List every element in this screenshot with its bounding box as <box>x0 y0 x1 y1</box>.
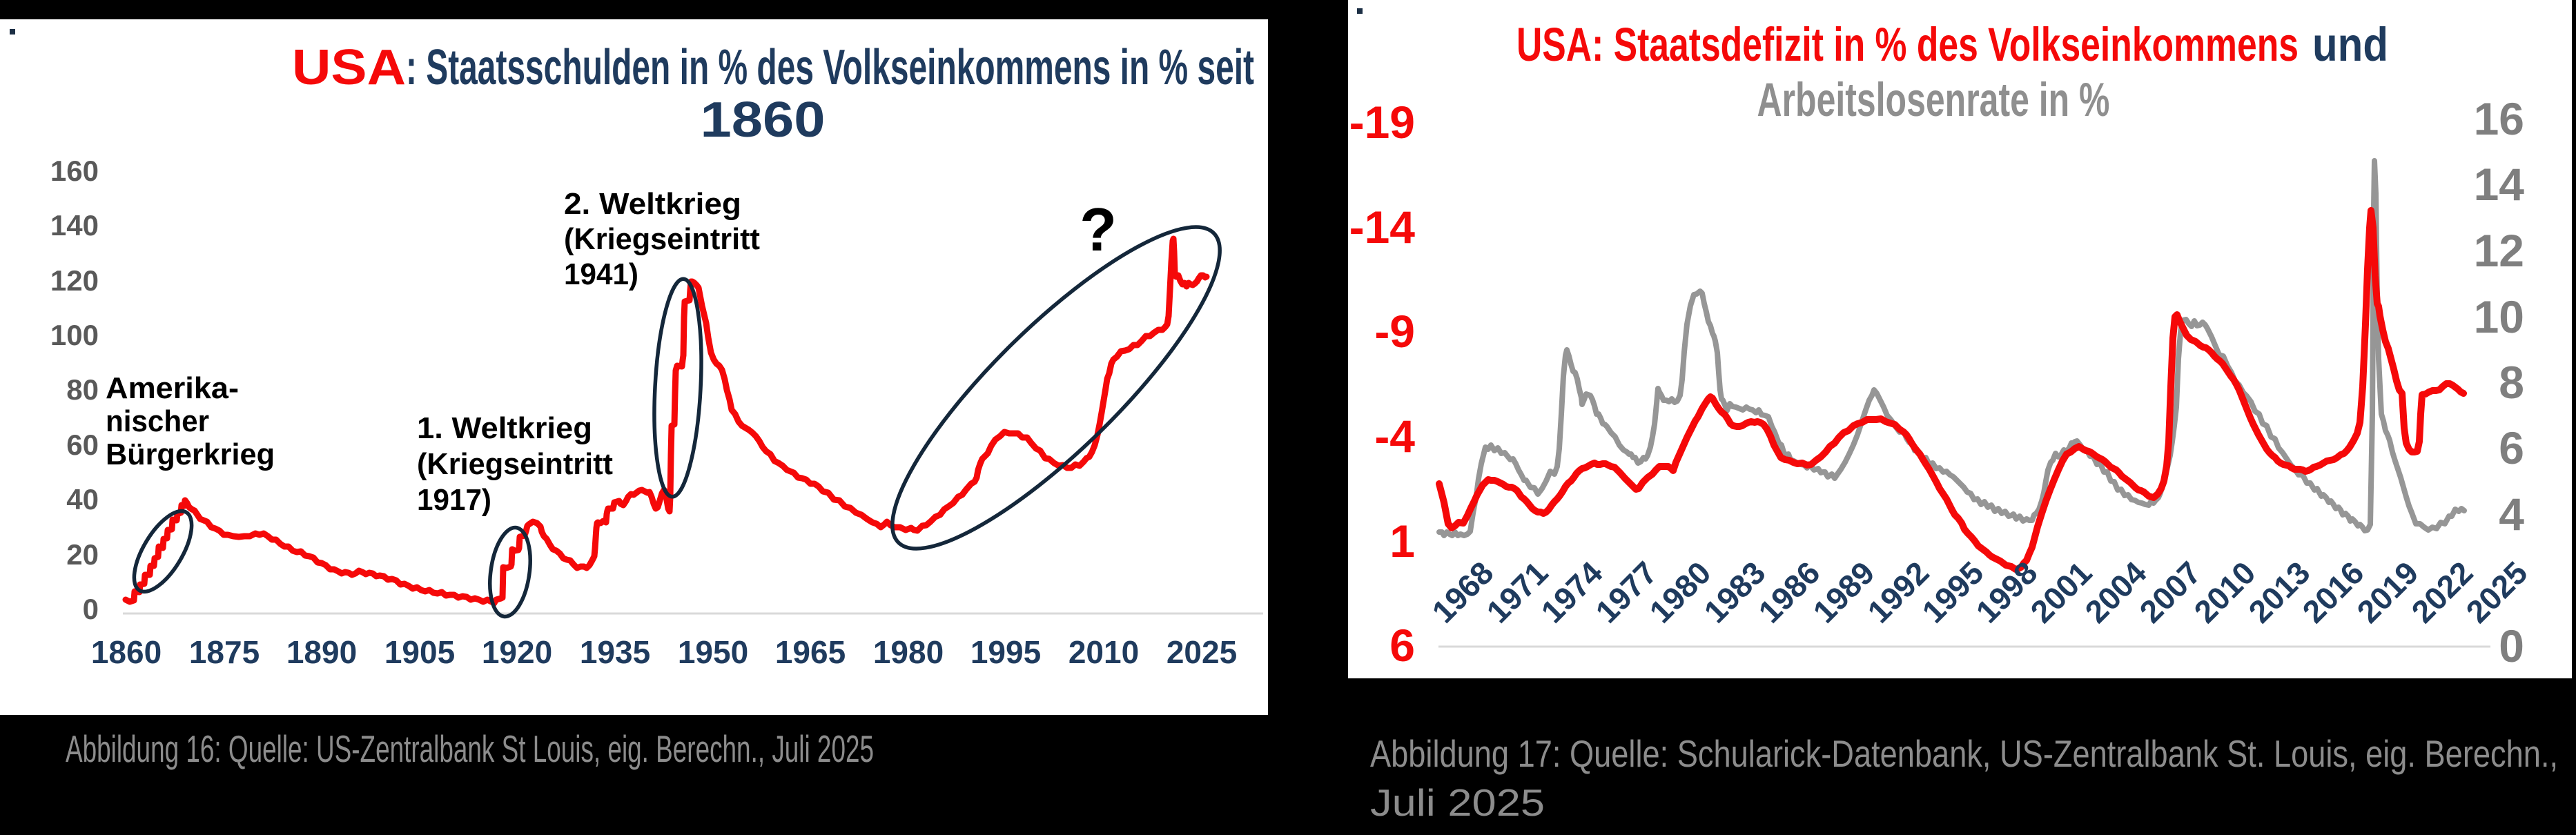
svg-text:2010: 2010 <box>1069 634 1139 670</box>
svg-text:Juli 2025: Juli 2025 <box>1370 781 1545 824</box>
svg-text:1. Weltkrieg: 1. Weltkrieg <box>417 411 592 445</box>
svg-text:Amerika-: Amerika- <box>106 371 239 405</box>
svg-text:1995: 1995 <box>970 634 1041 670</box>
svg-text:2025: 2025 <box>1167 634 1237 670</box>
svg-text:1935: 1935 <box>580 634 650 670</box>
svg-text:USA: USA <box>292 40 406 95</box>
svg-text:1965: 1965 <box>775 634 846 670</box>
svg-text:60: 60 <box>66 429 99 461</box>
svg-text:USA: Staatsdefizit in % des Vo: USA: Staatsdefizit in % des Volkseinkomm… <box>1516 18 2299 71</box>
svg-text:20: 20 <box>66 538 99 571</box>
svg-text:1890: 1890 <box>286 634 357 670</box>
svg-text:1875: 1875 <box>189 634 260 670</box>
svg-text:-9: -9 <box>1374 306 1415 357</box>
svg-text:Arbeitslosenrate in %: Arbeitslosenrate in % <box>1757 73 2110 126</box>
svg-text:0: 0 <box>2499 620 2524 671</box>
svg-text:6: 6 <box>2499 422 2524 473</box>
svg-text:(Kriegseintritt: (Kriegseintritt <box>417 447 613 481</box>
svg-text:Abbildung 16: Quelle: US-Zentr: Abbildung 16: Quelle: US-Zentralbank St … <box>66 727 874 770</box>
svg-text:100: 100 <box>50 319 99 351</box>
svg-text:2. Weltkrieg: 2. Weltkrieg <box>564 187 741 221</box>
svg-text:1: 1 <box>1389 515 1415 567</box>
svg-text:(Kriegseintritt: (Kriegseintritt <box>564 222 760 256</box>
svg-text:Bürgerkrieg: Bürgerkrieg <box>106 438 275 471</box>
svg-text:1950: 1950 <box>678 634 748 670</box>
svg-text:1860: 1860 <box>91 634 162 670</box>
svg-text:?: ? <box>1080 195 1117 264</box>
svg-text:1920: 1920 <box>482 634 552 670</box>
svg-text:-4: -4 <box>1374 411 1415 462</box>
svg-text:1941): 1941) <box>564 257 638 291</box>
svg-text:und: und <box>2312 18 2388 71</box>
svg-text:8: 8 <box>2499 357 2524 408</box>
svg-text:10: 10 <box>2474 291 2524 342</box>
svg-text:6: 6 <box>1389 620 1415 671</box>
svg-text:-14: -14 <box>1349 202 1416 253</box>
svg-text:1860: 1860 <box>701 92 826 148</box>
svg-text:4: 4 <box>2499 489 2524 540</box>
svg-text:80: 80 <box>66 373 99 406</box>
svg-text:120: 120 <box>50 264 99 297</box>
svg-text:-19: -19 <box>1349 97 1415 148</box>
svg-text:40: 40 <box>66 483 99 515</box>
svg-text:nischer: nischer <box>106 404 209 438</box>
svg-text:1980: 1980 <box>873 634 944 670</box>
svg-text:14: 14 <box>2474 159 2525 210</box>
svg-text:1905: 1905 <box>384 634 455 670</box>
svg-text:1917): 1917) <box>417 483 491 517</box>
svg-text:: Staatsschulden in % des Volk: : Staatsschulden in % des Volkseinkommen… <box>406 40 1254 95</box>
svg-text:160: 160 <box>50 155 99 187</box>
svg-text:12: 12 <box>2474 225 2524 276</box>
svg-text:140: 140 <box>50 209 99 242</box>
svg-text:0: 0 <box>83 593 99 625</box>
svg-text:Abbildung 17: Quelle: Schulari: Abbildung 17: Quelle: Schularick-Datenba… <box>1370 732 2558 775</box>
svg-text:16: 16 <box>2474 93 2524 144</box>
